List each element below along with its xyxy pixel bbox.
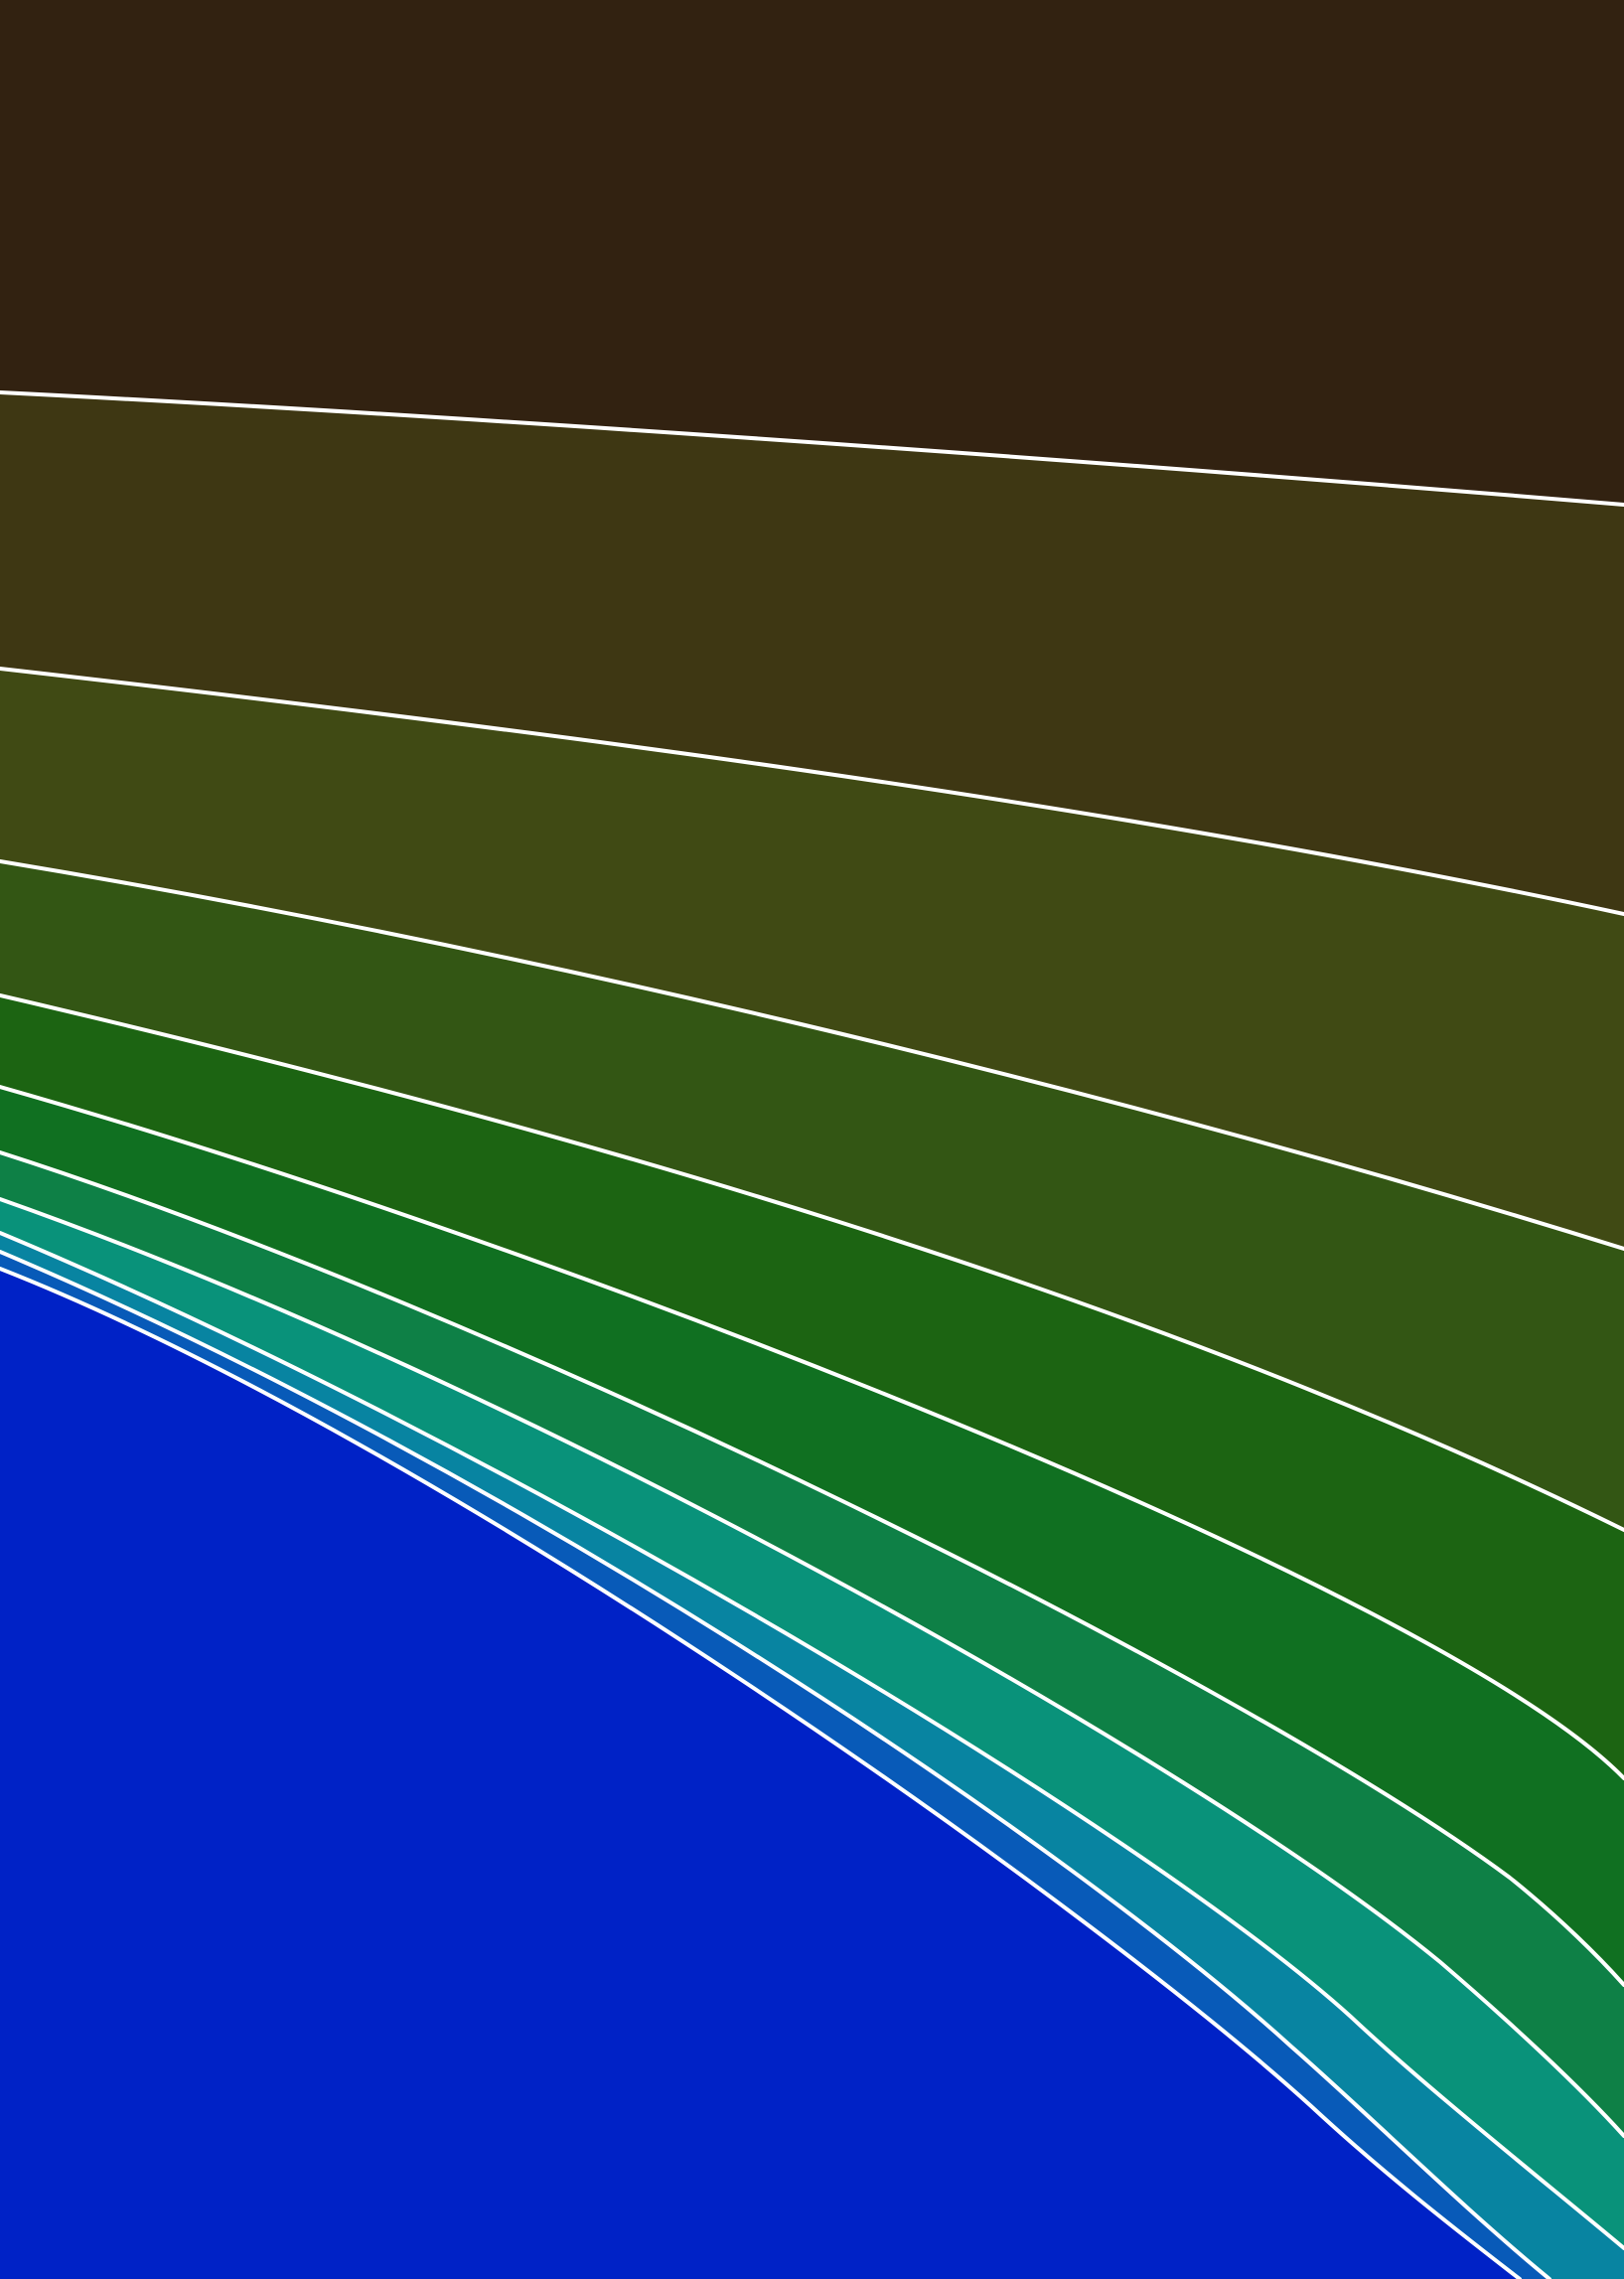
boundary-line-3 [0,859,1624,1251]
boundary-line-8 [0,1231,1624,2250]
boundary-line-9 [0,1250,1551,2279]
boundary-line-6 [0,1150,1624,1987]
boundary-line-7 [0,1197,1624,2138]
boundary-line-1 [0,390,1624,507]
band-11 [0,1269,1624,2279]
boundary-line-10 [0,1267,1522,2279]
boundary-line-5 [0,1085,1624,1780]
boundary-line-4 [0,993,1624,1532]
boundary-line-2 [0,667,1624,916]
